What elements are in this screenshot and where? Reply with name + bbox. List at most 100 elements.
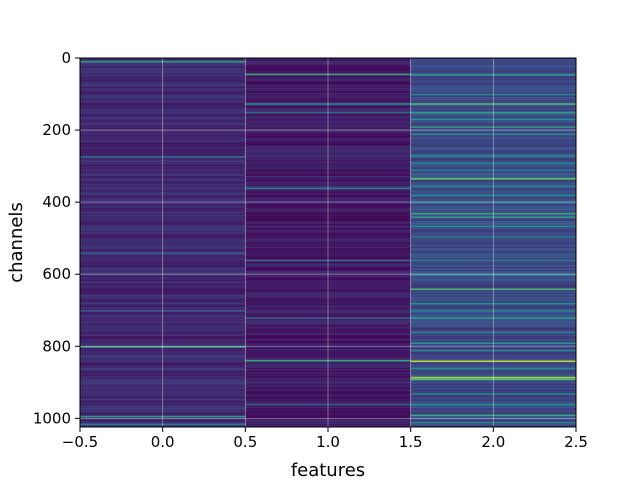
heatmap-band bbox=[80, 304, 246, 307]
heatmap-band bbox=[245, 92, 411, 95]
heatmap-band bbox=[80, 421, 246, 423]
heatmap-band bbox=[80, 138, 246, 141]
heatmap-band bbox=[410, 114, 576, 116]
heatmap-band bbox=[410, 240, 576, 243]
heatmap-highlight-row bbox=[410, 155, 576, 157]
heatmap-band bbox=[245, 248, 411, 250]
heatmap-band bbox=[245, 77, 411, 80]
heatmap-band bbox=[410, 333, 576, 335]
heatmap-band bbox=[245, 213, 411, 216]
heatmap-band bbox=[80, 376, 246, 379]
heatmap-band bbox=[245, 183, 411, 185]
heatmap-band bbox=[80, 236, 246, 239]
heatmap-band bbox=[80, 425, 246, 428]
heatmap-band bbox=[410, 299, 576, 302]
heatmap-band bbox=[245, 79, 411, 82]
heatmap-highlight-row bbox=[245, 73, 411, 76]
heatmap-band bbox=[245, 239, 411, 242]
heatmap-band bbox=[245, 88, 411, 90]
heatmap-band bbox=[245, 304, 411, 307]
heatmap-highlight-row bbox=[410, 421, 576, 424]
heatmap-band bbox=[245, 90, 411, 93]
heatmap-band bbox=[245, 314, 411, 317]
heatmap-band bbox=[80, 287, 246, 289]
heatmap-band bbox=[245, 405, 411, 407]
heatmap-band bbox=[410, 359, 576, 361]
heatmap-band bbox=[80, 85, 246, 87]
heatmap-band bbox=[245, 330, 411, 332]
heatmap-band bbox=[80, 366, 246, 369]
heatmap-band bbox=[80, 275, 246, 278]
heatmap-band bbox=[245, 379, 411, 381]
heatmap-band bbox=[410, 90, 576, 93]
heatmap-band bbox=[80, 191, 246, 194]
heatmap-band bbox=[80, 263, 246, 266]
heatmap-band bbox=[80, 206, 246, 209]
heatmap-band bbox=[80, 184, 246, 187]
heatmap-band bbox=[245, 119, 411, 122]
heatmap-band bbox=[80, 83, 246, 86]
heatmap-band bbox=[410, 92, 576, 95]
heatmap-band bbox=[80, 359, 246, 361]
heatmap-band bbox=[410, 145, 576, 148]
heatmap-band bbox=[80, 284, 246, 286]
heatmap-band bbox=[410, 230, 576, 233]
heatmap-band bbox=[80, 240, 246, 243]
heatmap-band bbox=[80, 341, 246, 344]
heatmap-band bbox=[410, 196, 576, 198]
heatmap-highlight-row bbox=[80, 415, 246, 418]
heatmap-band bbox=[410, 184, 576, 187]
heatmap-band bbox=[410, 180, 576, 183]
heatmap-highlight-row bbox=[410, 274, 576, 276]
heatmap-band bbox=[410, 70, 576, 73]
heatmap-band bbox=[245, 196, 411, 198]
heatmap-band bbox=[245, 142, 411, 145]
heatmap-band bbox=[245, 374, 411, 377]
heatmap-band bbox=[80, 351, 246, 354]
heatmap-band bbox=[80, 65, 246, 67]
heatmap-band bbox=[410, 210, 576, 213]
heatmap-band bbox=[410, 325, 576, 328]
heatmap-band bbox=[410, 197, 576, 200]
heatmap-band bbox=[80, 387, 246, 390]
heatmap-band bbox=[410, 203, 576, 206]
y-tick-label: 800 bbox=[42, 337, 71, 355]
heatmap-band bbox=[245, 154, 411, 157]
heatmap-band bbox=[80, 330, 246, 332]
y-tick-label: 0 bbox=[61, 49, 71, 67]
heatmap-band bbox=[245, 144, 411, 147]
heatmap-band bbox=[80, 73, 246, 76]
heatmap-band bbox=[80, 183, 246, 185]
heatmap-band bbox=[80, 317, 246, 320]
heatmap-highlight-row bbox=[80, 156, 246, 158]
heatmap-band bbox=[245, 367, 411, 370]
heatmap-band bbox=[80, 255, 246, 258]
heatmap-band bbox=[245, 418, 411, 420]
heatmap-band bbox=[410, 369, 576, 371]
heatmap-band bbox=[80, 253, 246, 256]
heatmap-band bbox=[245, 240, 411, 243]
heatmap-band bbox=[80, 338, 246, 341]
heatmap-band bbox=[245, 63, 411, 66]
heatmap-band bbox=[410, 135, 576, 138]
heatmap-band bbox=[245, 276, 411, 279]
heatmap-band bbox=[410, 387, 576, 390]
heatmap-band bbox=[410, 165, 576, 168]
heatmap-band bbox=[245, 292, 411, 295]
heatmap-band bbox=[245, 255, 411, 258]
heatmap-band bbox=[245, 250, 411, 253]
heatmap-band bbox=[410, 295, 576, 298]
heatmap-band bbox=[410, 158, 576, 161]
heatmap-band bbox=[410, 191, 576, 194]
heatmap-band bbox=[410, 63, 576, 66]
heatmap-band bbox=[245, 76, 411, 79]
heatmap-band bbox=[80, 131, 246, 134]
heatmap-band bbox=[80, 63, 246, 66]
heatmap-band bbox=[245, 333, 411, 335]
heatmap-band bbox=[80, 210, 246, 213]
heatmap-band bbox=[410, 174, 576, 177]
heatmap-band bbox=[80, 187, 246, 190]
heatmap-band bbox=[245, 372, 411, 374]
heatmap-highlight-row bbox=[245, 317, 411, 319]
heatmap-band bbox=[410, 364, 576, 367]
